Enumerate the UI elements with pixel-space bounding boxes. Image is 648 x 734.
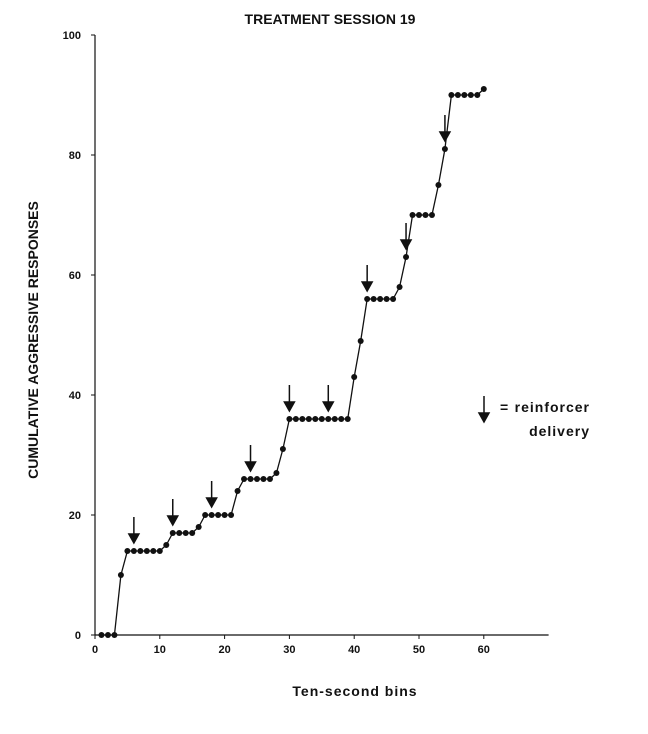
data-point (441, 146, 448, 152)
data-point (448, 92, 455, 98)
data-point (305, 416, 312, 422)
legend-symbol: = (500, 399, 508, 415)
data-point (279, 446, 286, 452)
data-point (292, 416, 299, 422)
data-point (383, 296, 390, 302)
data-point (234, 488, 241, 494)
data-point (428, 212, 435, 218)
data-point (461, 92, 468, 98)
data-point (273, 470, 280, 476)
data-point (416, 212, 422, 218)
data-point (176, 530, 183, 536)
x-tick-label: 10 (154, 644, 166, 656)
data-point (377, 296, 384, 302)
x-tick-label: 0 (92, 644, 98, 656)
x-tick-label: 50 (413, 644, 425, 656)
reinforcer-arrow (283, 385, 296, 413)
data-point (338, 416, 345, 422)
chart-title: TREATMENT SESSION 19 (245, 11, 416, 27)
data-point (221, 512, 228, 518)
reinforcer-arrow (127, 517, 141, 545)
data-point (299, 416, 306, 422)
data-point (260, 476, 267, 482)
data-point (403, 254, 410, 260)
data-point (98, 632, 105, 638)
x-tick-label: 30 (283, 644, 295, 656)
data-point (169, 530, 176, 536)
x-tick-label: 20 (218, 644, 230, 656)
data-point (182, 530, 189, 536)
data-point (189, 530, 196, 536)
data-point (195, 524, 202, 530)
data-point (104, 632, 111, 638)
data-point (480, 86, 487, 92)
reinforcer-arrow (244, 445, 257, 473)
x-axis-label: Ten-second bins (292, 683, 417, 699)
legend-arrow (477, 396, 491, 424)
data-point (228, 512, 235, 518)
reinforcer-arrow (438, 115, 452, 143)
data-point (409, 212, 416, 218)
y-tick-label: 60 (69, 270, 81, 282)
y-tick-label: 40 (69, 390, 81, 402)
data-point (351, 374, 358, 380)
data-point (331, 416, 338, 422)
data-point (422, 212, 429, 218)
x-tick-label: 40 (348, 644, 360, 656)
data-point (454, 92, 461, 98)
data-point (286, 416, 293, 422)
reinforcer-arrow (205, 481, 218, 509)
data-point (215, 512, 222, 518)
data-point (364, 296, 371, 302)
data-point (344, 416, 351, 422)
data-point (396, 284, 403, 290)
data-point (474, 92, 481, 98)
data-point (130, 548, 137, 554)
reinforcer-arrow (166, 499, 180, 527)
data-point (390, 296, 397, 302)
data-point (318, 416, 325, 422)
data-point (163, 542, 170, 548)
data-point (137, 548, 144, 554)
data-point (124, 548, 131, 554)
data-point (357, 338, 364, 344)
data-point (111, 632, 118, 638)
reinforcer-arrow (399, 223, 413, 251)
data-point (467, 92, 474, 98)
legend-label: reinforcer (515, 399, 590, 415)
data-point (266, 476, 273, 482)
data-point (254, 476, 260, 482)
data-point (117, 572, 124, 578)
data-point (202, 512, 209, 518)
data-point (208, 512, 215, 518)
data-point (143, 548, 150, 554)
legend-label: delivery (529, 423, 590, 439)
data-point (435, 182, 442, 188)
reinforcer-arrow (322, 385, 335, 413)
data-point (150, 548, 157, 554)
data-point (247, 476, 254, 482)
y-tick-label: 100 (63, 30, 81, 42)
x-tick-label: 60 (478, 644, 490, 656)
data-point (370, 296, 377, 302)
y-axis-label: CUMULATIVE AGGRESSIVE RESPONSES (25, 201, 41, 479)
data-point (325, 416, 332, 422)
reinforcer-arrow (360, 265, 374, 293)
y-tick-label: 20 (69, 510, 81, 522)
data-point (156, 548, 163, 554)
data-point (312, 416, 319, 422)
data-point (241, 476, 248, 482)
y-tick-label: 0 (75, 630, 81, 642)
y-tick-label: 80 (69, 150, 81, 162)
